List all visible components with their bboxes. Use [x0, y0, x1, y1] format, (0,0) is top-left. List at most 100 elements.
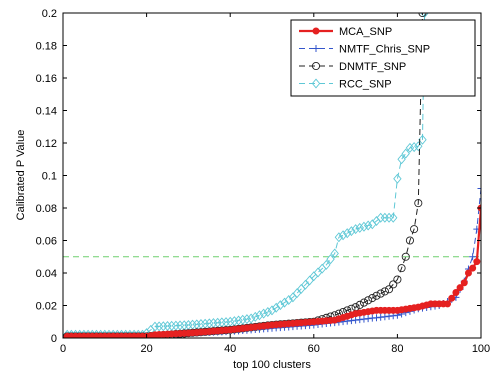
y-tick-label: 0.2 [42, 8, 57, 20]
data-point [163, 321, 172, 332]
data-point [259, 308, 268, 319]
plot-area [63, 13, 481, 338]
x-tick-label: 60 [308, 343, 320, 355]
y-tick-label: 0.18 [36, 41, 57, 53]
legend-label: RCC_SNP [339, 79, 392, 91]
legend-entry: DNMTF_SNP [299, 61, 406, 73]
data-point [456, 284, 464, 292]
data-point [469, 253, 477, 261]
data-point [389, 280, 398, 289]
data-point [372, 291, 381, 300]
data-point [150, 321, 160, 332]
data-point [414, 199, 423, 208]
data-point [469, 264, 477, 272]
legend-label: MCA_SNP [339, 26, 392, 38]
data-point [280, 297, 289, 308]
data-point [355, 222, 364, 233]
data-point [326, 254, 335, 265]
data-point [405, 142, 415, 153]
data-point [251, 311, 260, 322]
x-tick-label: 40 [224, 343, 236, 355]
data-point [376, 212, 385, 223]
series-MCA_SNP [63, 204, 481, 338]
data-point [444, 300, 452, 308]
y-tick-label: 0.16 [36, 73, 57, 85]
legend-entry: NMTF_Chris_SNP [299, 44, 430, 56]
data-point [418, 13, 427, 18]
data-point [276, 300, 285, 311]
data-point [171, 320, 181, 331]
data-point [343, 228, 352, 239]
data-point [460, 279, 468, 287]
x-tick-label: 0 [60, 343, 66, 355]
legend-marker [312, 45, 320, 52]
data-point [410, 225, 419, 234]
data-point [363, 220, 373, 231]
data-point [420, 13, 429, 19]
legend-label: DNMTF_SNP [339, 61, 406, 73]
data-point [401, 252, 410, 261]
data-point [384, 212, 394, 223]
x-tick-label: 20 [140, 343, 152, 355]
series-line [67, 207, 481, 338]
data-point [234, 315, 243, 326]
data-point [464, 269, 472, 277]
data-point [255, 310, 264, 321]
legend-marker [312, 27, 320, 35]
data-point [364, 296, 373, 305]
data-point [376, 289, 385, 298]
y-tick-label: 0.02 [36, 301, 57, 313]
data-point [271, 302, 281, 313]
data-point [414, 141, 423, 152]
data-point [242, 314, 252, 325]
data-point [384, 285, 394, 294]
legend-label: NMTF_Chris_SNP [339, 44, 430, 56]
data-point [167, 320, 176, 331]
data-point [397, 154, 406, 165]
data-point [418, 134, 427, 145]
data-point [380, 212, 390, 223]
data-point [393, 275, 402, 284]
y-tick-label: 0.08 [36, 203, 57, 215]
y-tick-label: 0.1 [42, 171, 57, 183]
axes: 0 20 40 60 80 100 0 0.02 0.04 0.06 0.08 0.1 0.12 0.14… [36, 8, 491, 355]
data-point [246, 313, 256, 324]
data-point [284, 294, 293, 305]
data-point [393, 173, 402, 184]
data-point [334, 232, 344, 243]
y-tick-label: 0.04 [36, 268, 57, 280]
data-point [330, 248, 339, 259]
data-point [389, 212, 398, 223]
legend-marker [311, 61, 321, 71]
data-point [401, 148, 410, 159]
data-point [368, 293, 377, 303]
data-point [159, 321, 168, 332]
data-point [322, 259, 331, 270]
data-point [380, 287, 389, 296]
data-point [267, 305, 277, 316]
data-point [477, 185, 481, 192]
data-point [238, 314, 247, 325]
data-point [175, 320, 185, 331]
y-tick-label: 0.12 [36, 138, 57, 150]
data-point [313, 267, 323, 278]
data-point [359, 298, 369, 307]
series-line [67, 188, 481, 337]
y-tick-label: 0 [51, 333, 57, 345]
data-point [351, 224, 360, 235]
series-layer [63, 13, 481, 338]
data-point [448, 294, 456, 302]
data-point [409, 142, 419, 153]
y-tick-label: 0.06 [36, 236, 57, 248]
legend-entry: MCA_SNP [299, 26, 392, 38]
legend-entry: RCC_SNP [299, 78, 392, 91]
data-point [405, 236, 414, 245]
y-tick-label: 0.14 [36, 106, 57, 118]
x-tick-label: 100 [472, 343, 490, 355]
data-point [452, 289, 460, 296]
data-point [359, 221, 369, 232]
data-point [473, 258, 481, 266]
data-point [263, 306, 273, 318]
series-NMTF_Chris_SNP [63, 185, 481, 338]
